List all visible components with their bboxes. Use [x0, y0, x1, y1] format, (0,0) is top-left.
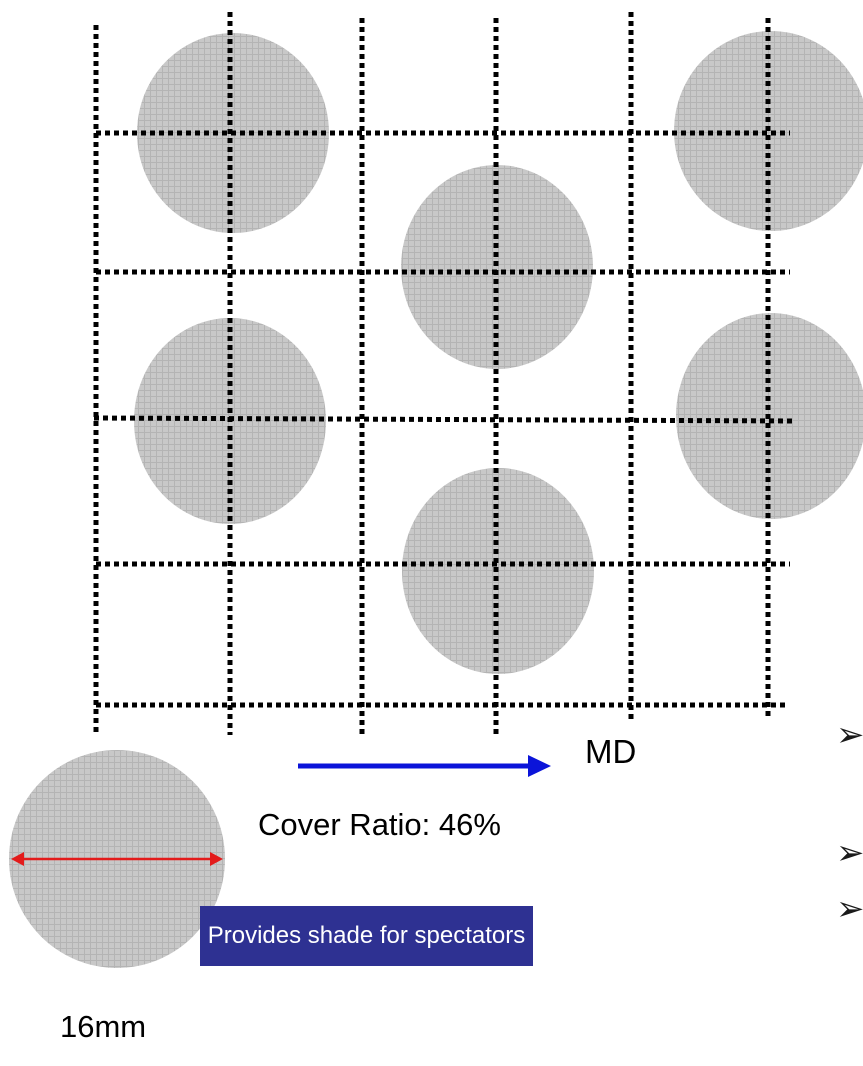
diameter-label: 16mm	[60, 1009, 147, 1044]
shade-disc	[401, 165, 593, 369]
bullet-icon: ➢	[836, 718, 863, 755]
bullet-icon: ➢	[836, 892, 863, 929]
cover-ratio-label: Cover Ratio: 46%	[258, 807, 501, 842]
direction-label: MD	[585, 733, 637, 770]
diameter-dimension-arrow	[11, 852, 223, 866]
dotted-grid	[93, 12, 796, 735]
callout-text: Provides shade for spectators	[207, 922, 526, 949]
callout-box: Provides shade for spectators	[200, 906, 533, 966]
legend-disc	[9, 750, 225, 968]
machine-direction-arrow	[298, 755, 551, 777]
bullet-icon: ➢	[836, 836, 863, 873]
